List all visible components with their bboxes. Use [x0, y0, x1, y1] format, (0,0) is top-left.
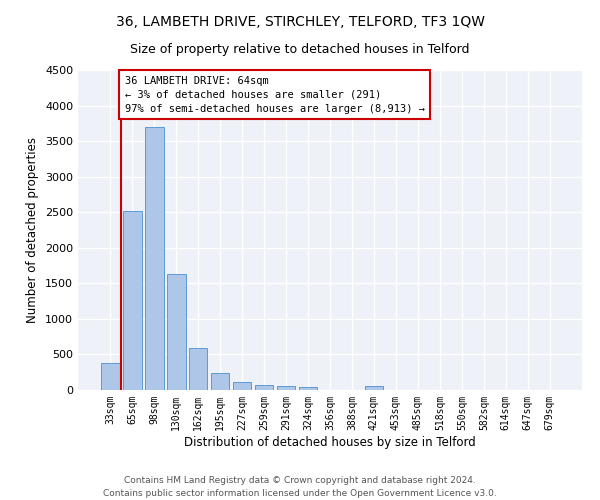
Y-axis label: Number of detached properties: Number of detached properties [26, 137, 40, 323]
Text: 36, LAMBETH DRIVE, STIRCHLEY, TELFORD, TF3 1QW: 36, LAMBETH DRIVE, STIRCHLEY, TELFORD, T… [115, 15, 485, 29]
Text: Contains HM Land Registry data © Crown copyright and database right 2024.
Contai: Contains HM Land Registry data © Crown c… [103, 476, 497, 498]
Bar [145, 127, 164, 390]
Bar [189, 348, 208, 390]
Bar [233, 382, 251, 390]
Bar [277, 386, 295, 390]
Bar [211, 373, 229, 390]
Bar [365, 386, 383, 390]
Bar [123, 211, 142, 390]
Text: 36 LAMBETH DRIVE: 64sqm
← 3% of detached houses are smaller (291)
97% of semi-de: 36 LAMBETH DRIVE: 64sqm ← 3% of detached… [125, 76, 425, 114]
Bar [167, 274, 185, 390]
X-axis label: Distribution of detached houses by size in Telford: Distribution of detached houses by size … [184, 436, 476, 448]
Text: Size of property relative to detached houses in Telford: Size of property relative to detached ho… [130, 42, 470, 56]
Bar [101, 363, 119, 390]
Bar [299, 387, 317, 390]
Bar [255, 386, 274, 390]
